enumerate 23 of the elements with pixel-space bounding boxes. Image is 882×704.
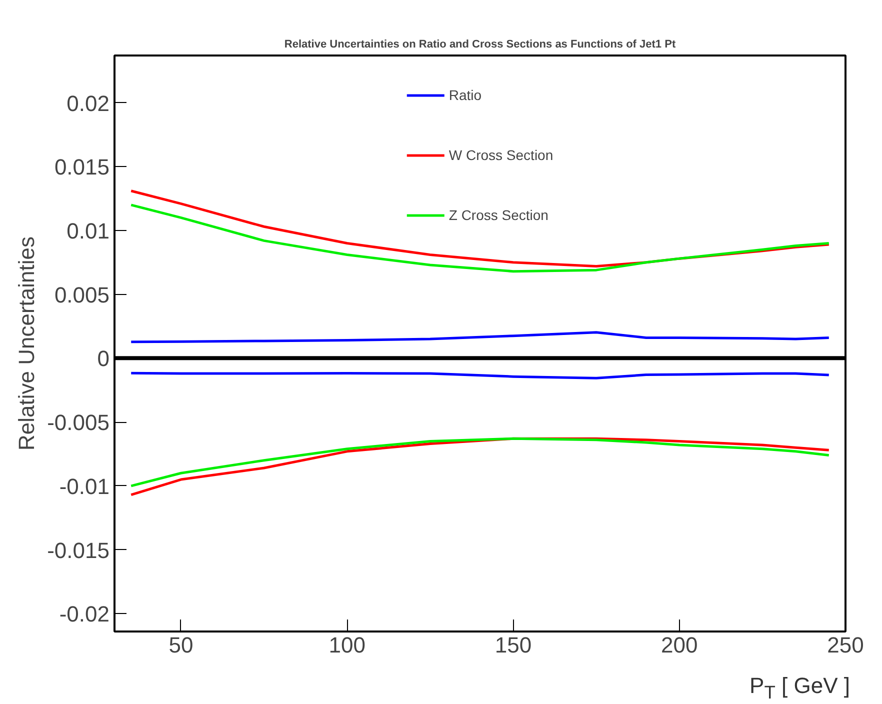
- y-tick-label: 0.015: [54, 154, 110, 180]
- x-axis-title: P$_{T}$ [ GeV ]: [750, 673, 850, 704]
- y-tick-label: 0.005: [54, 282, 110, 308]
- line-series: [130, 437, 830, 488]
- legend-label: Z Cross Section: [448, 206, 548, 225]
- y-tick-label: -0.015: [47, 538, 110, 563]
- y-axis-title: Relative Uncertainties: [14, 236, 40, 450]
- x-tick-label: 250: [827, 632, 864, 658]
- line-series: [130, 204, 830, 273]
- y-tick-label: 0: [97, 346, 110, 372]
- y-tick-label: -0.005: [47, 410, 110, 436]
- x-tick-label: 200: [661, 632, 698, 658]
- line-series: [130, 331, 830, 344]
- y-tick-label: 0.01: [66, 218, 110, 244]
- x-tick-label: 50: [168, 632, 194, 658]
- chart-title: Relative Uncertainties on Ratio and Cross Sections as Functions of Jet1 Pt: [284, 38, 676, 50]
- y-tick-label: -0.01: [59, 474, 110, 499]
- y-tick-label: 0.02: [66, 90, 110, 116]
- y-tick-label: -0.02: [59, 602, 110, 627]
- x-tick-label: 150: [494, 632, 532, 658]
- x-tick-label: 100: [328, 632, 366, 658]
- legend-label: Ratio: [448, 86, 482, 105]
- legend-label: W Cross Section: [448, 146, 554, 165]
